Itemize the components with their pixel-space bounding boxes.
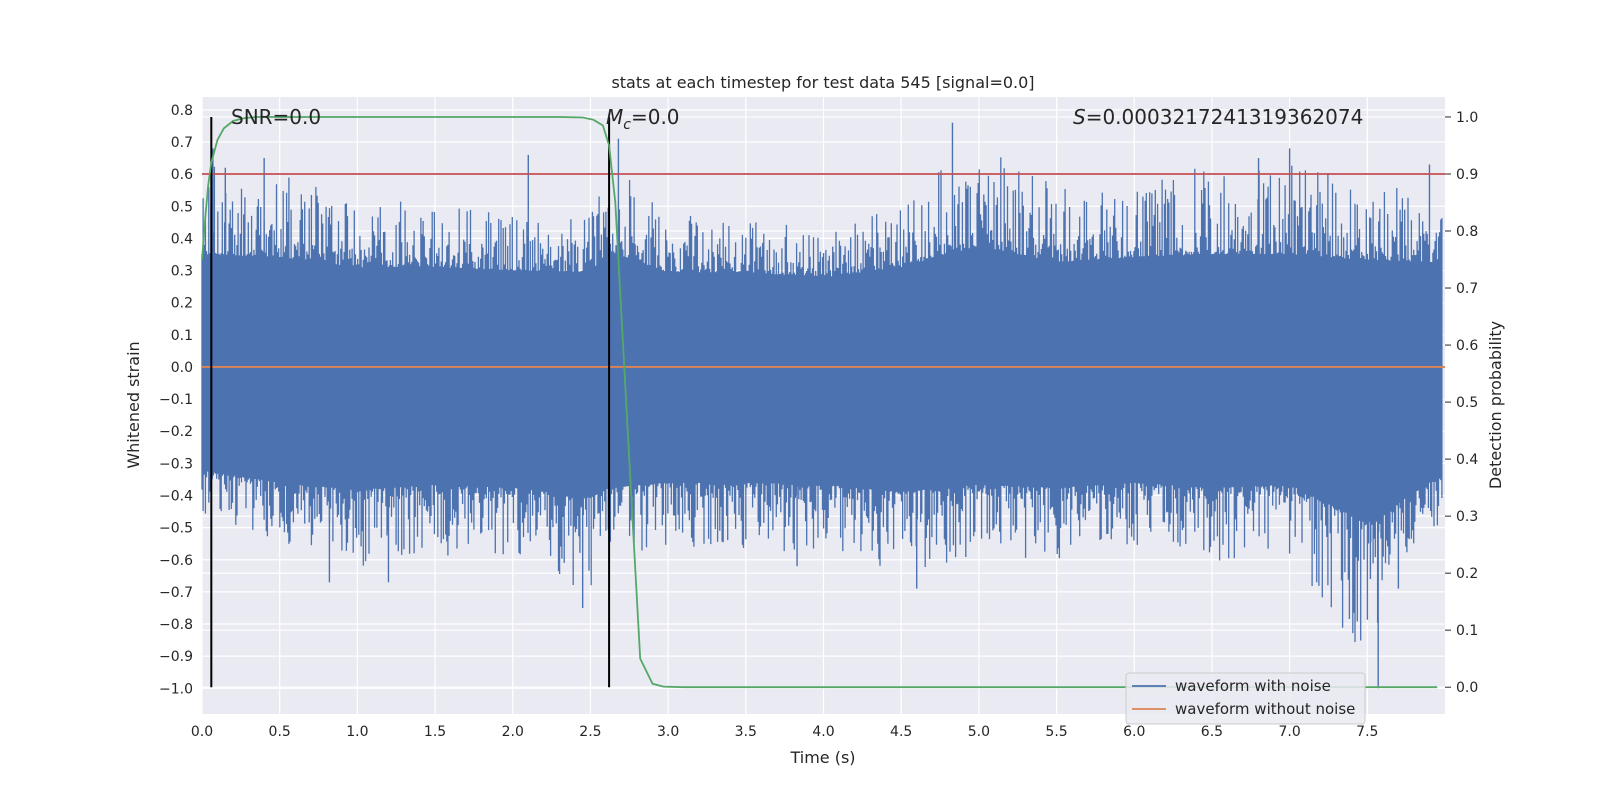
y-tick-label: 0.3 [171, 264, 193, 280]
chirp-mass-subscript: c [623, 117, 631, 133]
y2-tick-label: 0.7 [1456, 281, 1478, 297]
y-tick-label: 0.4 [171, 231, 193, 247]
y2-tick-label: 0.9 [1456, 167, 1478, 183]
line-series [201, 116, 1445, 689]
y-tick-label: 0.0 [171, 360, 193, 376]
x-tick-label: 0.0 [191, 724, 213, 740]
y2-tick-label: 1.0 [1456, 110, 1478, 126]
y-tick-label: 0.5 [171, 199, 193, 215]
x-tick-label: 5.0 [968, 724, 990, 740]
y-tick-label: 0.8 [171, 103, 193, 119]
y-tick-label: −0.3 [159, 456, 193, 472]
x-tick-label: 2.0 [502, 724, 524, 740]
snr-annotation: SNR=0.0 [231, 105, 321, 129]
x-tick-label: 1.5 [424, 724, 446, 740]
y-tick-label: 0.2 [171, 296, 193, 312]
y-tick-label: −0.7 [159, 585, 193, 601]
x-tick-label: 2.5 [579, 724, 601, 740]
axis-ticks: 0.0 0.5 1.0 1.5 2.0 2.5 3.0 3.5 4.0 4.5 5.0 5.5 6.0 6… [159, 103, 1478, 740]
y2-tick-label: 0.3 [1456, 509, 1478, 525]
y-tick-label: 0.6 [171, 167, 193, 183]
x-tick-label: 6.0 [1123, 724, 1145, 740]
y-tick-label: −0.8 [159, 617, 193, 633]
noise-waveform-series [201, 122, 1443, 689]
legend: waveform with noise waveform without noi… [1125, 672, 1366, 725]
y-tick-label: 0.7 [171, 135, 193, 151]
y-axis-label: Whitened strain [124, 341, 143, 468]
x-tick-label: 3.0 [657, 724, 679, 740]
y2-tick-label: 0.0 [1456, 680, 1478, 696]
x-tick-label: 0.5 [269, 724, 291, 740]
s-symbol: S [1073, 105, 1086, 129]
y2-tick-label: 0.8 [1456, 224, 1478, 240]
y-tick-label: 0.1 [171, 328, 193, 344]
x-tick-label: 7.5 [1356, 724, 1378, 740]
legend-label-clean: waveform without noise [1175, 700, 1355, 718]
x-tick-label: 4.0 [812, 724, 834, 740]
x-tick-label: 6.5 [1201, 724, 1223, 740]
y2-axis-label: Detection probability [1486, 321, 1505, 489]
chirp-mass-annotation: Mc=0.0 [606, 105, 680, 133]
detection-probability-line [201, 116, 1438, 689]
y-tick-label: −0.2 [159, 424, 193, 440]
s-annotation: S=0.0003217241319362074 [1073, 105, 1363, 129]
legend-box [1125, 672, 1366, 725]
y2-tick-label: 0.4 [1456, 452, 1478, 468]
chirp-mass-value: =0.0 [631, 105, 680, 129]
x-tick-label: 1.0 [346, 724, 368, 740]
y-tick-label: −0.1 [159, 392, 193, 408]
y2-tick-label: 0.2 [1456, 566, 1478, 582]
y-tick-label: −0.6 [159, 553, 193, 569]
y2-tick-label: 0.5 [1456, 395, 1478, 411]
x-tick-label: 4.5 [890, 724, 912, 740]
x-tick-label: 7.0 [1278, 724, 1300, 740]
y-tick-label: −1.0 [159, 681, 193, 697]
y-tick-label: −0.9 [159, 649, 193, 665]
chart-title: stats at each timestep for test data 545… [611, 73, 1034, 92]
y-tick-label: −0.5 [159, 521, 193, 537]
y2-tick-label: 0.1 [1456, 623, 1478, 639]
x-tick-label: 5.5 [1045, 724, 1067, 740]
y-tick-label: −0.4 [159, 488, 193, 504]
x-tick-label: 3.5 [735, 724, 757, 740]
y2-tick-label: 0.6 [1456, 338, 1478, 354]
x-axis-label: Time (s) [789, 748, 855, 767]
chirp-mass-symbol: M [606, 105, 623, 129]
legend-label-noise: waveform with noise [1175, 677, 1331, 695]
s-value: =0.0003217241319362074 [1086, 105, 1364, 129]
